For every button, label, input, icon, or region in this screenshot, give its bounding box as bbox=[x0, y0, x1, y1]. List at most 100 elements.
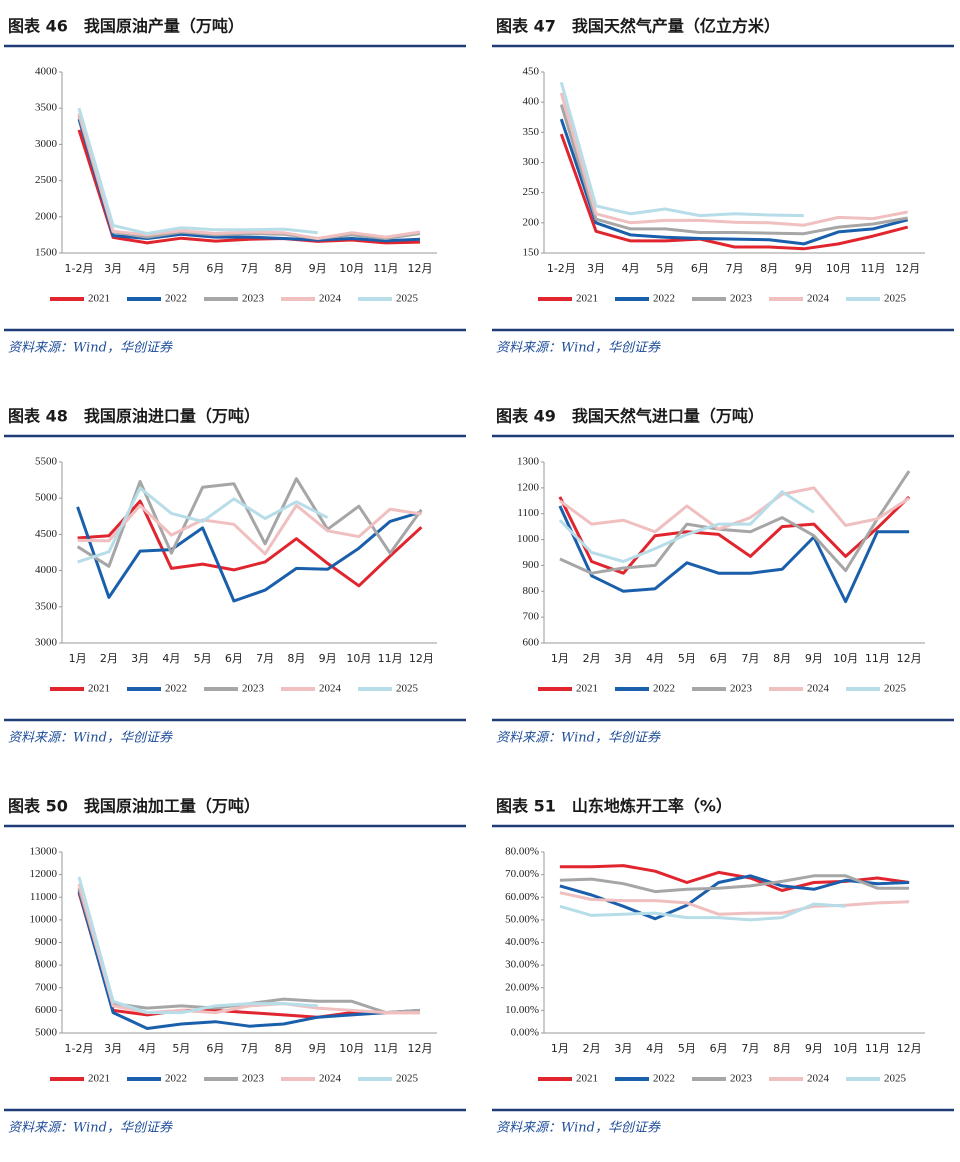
x-tick-label: 7月 bbox=[256, 652, 274, 665]
x-tick-label: 5月 bbox=[194, 652, 212, 665]
legend-label: 2023 bbox=[242, 1073, 265, 1085]
series-line bbox=[77, 118, 421, 243]
y-tick-label: 80.00% bbox=[505, 846, 539, 858]
legend-label: 2022 bbox=[653, 1073, 675, 1085]
x-tick-label: 5月 bbox=[656, 262, 674, 275]
x-tick-label: 9月 bbox=[805, 652, 823, 665]
legend-label: 2022 bbox=[165, 1073, 187, 1085]
y-tick-label: 150 bbox=[523, 247, 540, 259]
x-tick-label: 6月 bbox=[206, 262, 224, 275]
x-tick-label: 12月 bbox=[407, 1042, 432, 1055]
x-tick-label: 1-2月 bbox=[65, 262, 94, 275]
y-tick-label: 1300 bbox=[517, 456, 540, 468]
series-line bbox=[558, 495, 911, 575]
x-tick-label: 8月 bbox=[275, 262, 293, 275]
y-tick-label: 30.00% bbox=[505, 959, 539, 971]
legend-label: 2025 bbox=[884, 293, 907, 305]
legend-label: 2023 bbox=[242, 683, 265, 695]
legend-label: 2024 bbox=[807, 683, 830, 695]
x-tick-label: 1月 bbox=[551, 1042, 569, 1055]
y-tick-label: 20.00% bbox=[505, 981, 539, 993]
series-line bbox=[77, 890, 421, 1030]
legend-label: 2023 bbox=[242, 293, 265, 305]
x-tick-label: 6月 bbox=[710, 1042, 728, 1055]
x-tick-label: 3月 bbox=[104, 262, 122, 275]
y-tick-label: 60.00% bbox=[505, 891, 539, 903]
y-tick-label: 4000 bbox=[35, 564, 58, 576]
chart-title: 图表 46 我国原油产量（万吨） bbox=[8, 17, 244, 36]
x-tick-label: 10月 bbox=[826, 262, 851, 275]
chart-title: 图表 50 我国原油加工量（万吨） bbox=[8, 797, 260, 816]
series-line bbox=[559, 133, 909, 251]
x-tick-label: 7月 bbox=[726, 262, 744, 275]
legend-label: 2021 bbox=[576, 293, 598, 305]
y-tick-label: 11000 bbox=[30, 891, 58, 903]
y-tick-label: 8000 bbox=[35, 959, 58, 971]
x-tick-label: 8月 bbox=[773, 1042, 791, 1055]
y-tick-label: 0.00% bbox=[511, 1027, 539, 1039]
series-line bbox=[77, 107, 318, 235]
x-tick-label: 7月 bbox=[241, 262, 259, 275]
x-tick-label: 2月 bbox=[583, 652, 601, 665]
y-tick-label: 50.00% bbox=[505, 913, 539, 925]
y-tick-label: 800 bbox=[523, 585, 540, 597]
x-tick-label: 6月 bbox=[710, 652, 728, 665]
series-line bbox=[77, 499, 423, 588]
series-line bbox=[77, 892, 420, 1019]
legend-label: 2022 bbox=[165, 293, 187, 305]
x-tick-label: 8月 bbox=[275, 1042, 293, 1055]
x-tick-label: 1月 bbox=[551, 652, 569, 665]
legend-label: 2021 bbox=[88, 293, 110, 305]
x-tick-label: 10月 bbox=[339, 1042, 364, 1055]
x-tick-label: 4月 bbox=[162, 652, 180, 665]
source: 资料来源：Wind，华创证券 bbox=[8, 731, 173, 746]
chart-title: 图表 48 我国原油进口量（万吨） bbox=[8, 407, 260, 426]
source: 资料来源：Wind，华创证券 bbox=[8, 1121, 173, 1136]
x-tick-label: 11月 bbox=[861, 262, 886, 275]
y-tick-label: 350 bbox=[523, 126, 540, 138]
x-tick-label: 12月 bbox=[897, 652, 922, 665]
legend-label: 2025 bbox=[884, 683, 907, 695]
x-tick-label: 3月 bbox=[131, 652, 149, 665]
y-tick-label: 1200 bbox=[517, 481, 540, 493]
legend-label: 2025 bbox=[396, 1073, 419, 1085]
legend-label: 2021 bbox=[88, 683, 110, 695]
y-tick-label: 1500 bbox=[35, 247, 58, 259]
x-tick-label: 9月 bbox=[309, 1042, 327, 1055]
legend-label: 2024 bbox=[319, 1073, 342, 1085]
x-tick-label: 12月 bbox=[895, 262, 920, 275]
legend-label: 2022 bbox=[165, 683, 187, 695]
x-tick-label: 11月 bbox=[373, 1042, 398, 1055]
y-tick-label: 10000 bbox=[30, 913, 58, 925]
x-tick-label: 7月 bbox=[741, 652, 759, 665]
legend-label: 2025 bbox=[884, 1073, 907, 1085]
source: 资料来源：Wind，华创证券 bbox=[496, 341, 661, 356]
y-tick-label: 40.00% bbox=[505, 936, 539, 948]
y-tick-label: 700 bbox=[523, 611, 540, 623]
x-tick-label: 3月 bbox=[614, 652, 632, 665]
legend-label: 2022 bbox=[653, 683, 675, 695]
x-tick-label: 2月 bbox=[100, 652, 118, 665]
x-tick-label: 6月 bbox=[225, 652, 243, 665]
y-tick-label: 9000 bbox=[35, 936, 58, 948]
y-tick-label: 6000 bbox=[35, 1004, 58, 1016]
series-line bbox=[559, 118, 909, 246]
y-tick-label: 7000 bbox=[35, 981, 58, 993]
y-tick-label: 3000 bbox=[35, 138, 58, 150]
series-line bbox=[559, 92, 908, 227]
series-line bbox=[559, 470, 911, 575]
x-tick-label: 7月 bbox=[241, 1042, 259, 1055]
x-tick-label: 5月 bbox=[172, 1042, 190, 1055]
series-line bbox=[76, 506, 422, 603]
y-tick-label: 12000 bbox=[30, 868, 58, 880]
series-line bbox=[558, 505, 910, 604]
x-tick-label: 4月 bbox=[138, 262, 156, 275]
x-tick-label: 3月 bbox=[614, 1042, 632, 1055]
y-tick-label: 400 bbox=[523, 96, 540, 108]
series-line bbox=[76, 477, 423, 568]
series-line bbox=[77, 883, 420, 1015]
x-tick-label: 4月 bbox=[646, 652, 664, 665]
legend-label: 2021 bbox=[88, 1073, 110, 1085]
legend-label: 2021 bbox=[576, 1073, 598, 1085]
y-tick-label: 13000 bbox=[30, 846, 58, 858]
